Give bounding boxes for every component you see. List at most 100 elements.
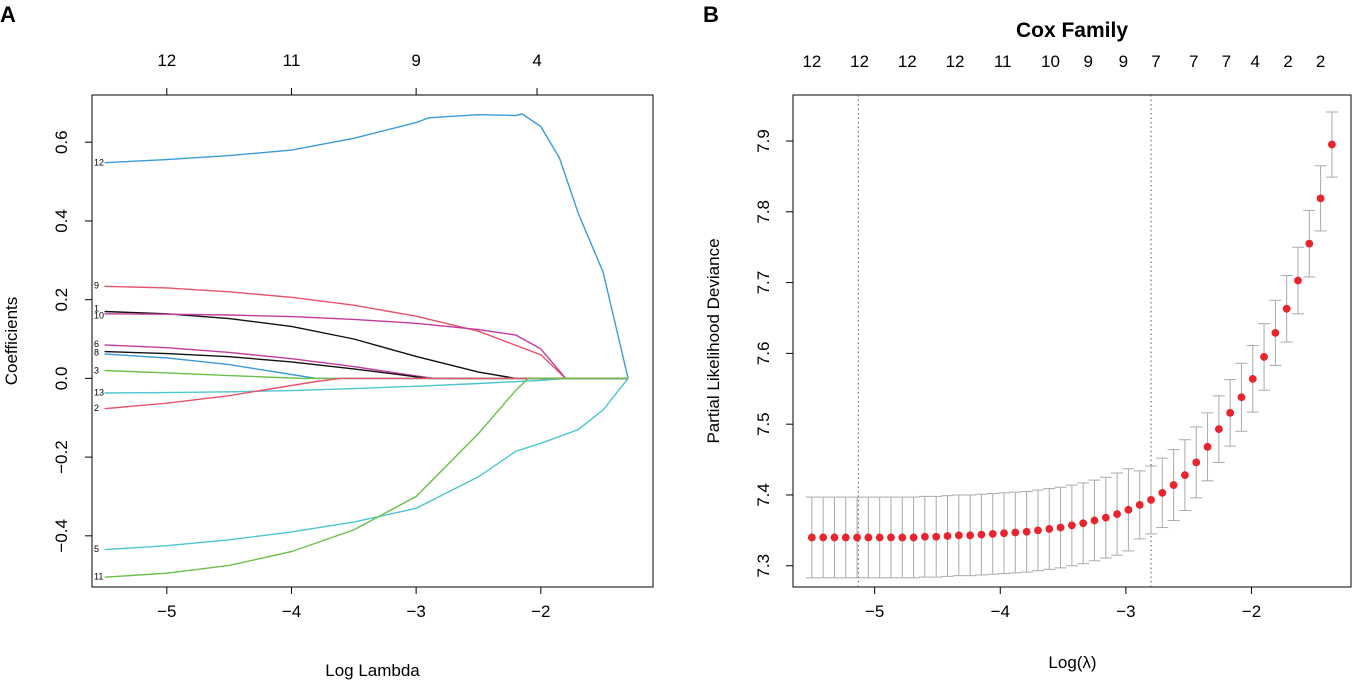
panel-a-series-lines (104, 113, 629, 578)
top-tick-label: 12 (157, 51, 176, 70)
y-tick-label: 7.5 (754, 412, 773, 436)
panel-b-error-bars (805, 111, 1338, 579)
line-label-5: 5 (94, 544, 99, 554)
deviance-point (898, 533, 907, 542)
deviance-point (1226, 408, 1235, 417)
deviance-point (932, 532, 941, 541)
deviance-point (1067, 521, 1076, 530)
deviance-point (943, 532, 952, 540)
y-tick-label: 7.3 (754, 554, 773, 578)
panel-a-x-ticks: −5 −4 −3 −2 (157, 587, 550, 621)
deviance-point (1147, 496, 1155, 504)
panel-a-line-labels: 12 9 110 68 3 13 2 5 11 (94, 158, 104, 582)
y-tick-label: 7.8 (754, 200, 773, 224)
deviance-point (1079, 519, 1088, 528)
x-tick-label: −5 (157, 602, 176, 621)
top-tick-label: 12 (850, 52, 869, 71)
y-tick-label: 7.6 (754, 342, 773, 366)
panel-b-x-axis-title: Log(λ) (1048, 653, 1096, 672)
coefficient-path-11 (104, 377, 629, 578)
deviance-point (1135, 500, 1144, 509)
y-tick-label: 7.7 (754, 271, 773, 295)
deviance-point (864, 533, 873, 542)
deviance-point (1158, 488, 1167, 497)
panel-b-chart-title: Cox Family (1016, 19, 1128, 42)
x-tick-label: −2 (1242, 602, 1261, 621)
deviance-point (1214, 425, 1223, 434)
line-label-2: 2 (94, 403, 99, 413)
panel-b-plot-frame (792, 94, 1352, 588)
deviance-point (1034, 526, 1042, 535)
top-tick-label: 11 (283, 51, 301, 70)
x-tick-label: −5 (865, 602, 884, 621)
panel-b-x-ticks: −5 −4 −3 −2 (865, 587, 1261, 621)
panel-b-points (807, 140, 1336, 542)
top-tick-label: 2 (1316, 52, 1325, 71)
coefficient-path-4 (104, 353, 629, 380)
deviance-point (909, 533, 918, 542)
top-tick-label: 12 (898, 52, 917, 71)
deviance-point (1192, 458, 1201, 467)
top-tick-label: 9 (1083, 52, 1092, 71)
deviance-point (1045, 525, 1054, 533)
deviance-point (853, 533, 861, 542)
deviance-point (841, 533, 850, 542)
deviance-point (954, 531, 963, 540)
top-tick-label: 10 (1041, 52, 1060, 71)
y-tick-label: −0.2 (52, 440, 71, 474)
line-label-1: 1 (94, 303, 99, 313)
y-tick-label: 7.9 (754, 129, 773, 153)
deviance-point (1011, 528, 1020, 537)
deviance-point (1260, 353, 1268, 361)
panel-b-top-ticks: 12 12 12 12 11 10 9 9 7 7 7 4 2 2 (802, 52, 1325, 71)
deviance-point (830, 533, 839, 542)
deviance-point (819, 533, 828, 542)
y-tick-label: 0.4 (52, 209, 71, 233)
coefficient-path-3 (104, 369, 629, 380)
panel-b-letter: B (703, 2, 719, 27)
top-tick-label: 4 (1251, 52, 1260, 71)
top-tick-label: 4 (532, 51, 541, 70)
deviance-point (1113, 510, 1121, 518)
top-tick-label: 12 (946, 52, 965, 71)
x-tick-label: −2 (531, 602, 550, 621)
coefficient-path-2 (104, 377, 629, 410)
line-label-3: 3 (94, 366, 99, 376)
deviance-point (1124, 505, 1133, 514)
deviance-point (988, 530, 997, 538)
panel-b-y-axis-title: Partial Likelihood Deviance (704, 238, 723, 443)
top-tick-label: 11 (994, 52, 1012, 71)
y-tick-label: −0.4 (52, 519, 71, 553)
panel-a-y-axis-title: Coefficients (2, 297, 21, 386)
deviance-point (1316, 194, 1325, 203)
coefficient-path-5 (104, 377, 629, 551)
deviance-point (1305, 239, 1314, 248)
x-tick-label: −4 (282, 602, 301, 621)
deviance-point (1022, 527, 1031, 536)
deviance-point (1169, 481, 1178, 489)
line-label-12: 12 (94, 158, 104, 168)
deviance-point (1090, 516, 1099, 525)
deviance-point (1203, 442, 1212, 451)
y-tick-label: 7.4 (754, 483, 773, 507)
panel-a-x-axis-title: Log Lambda (325, 661, 420, 680)
line-label-10: 10 (94, 310, 104, 320)
line-label-11: 11 (94, 571, 103, 581)
deviance-point (1237, 393, 1246, 402)
deviance-point (887, 533, 895, 542)
y-tick-label: 0.0 (52, 367, 71, 391)
line-label-6: 6 (94, 339, 99, 349)
panel-b-y-ticks: 7.3 7.4 7.5 7.6 7.7 7.8 7.9 (754, 129, 793, 578)
deviance-point (977, 530, 986, 539)
deviance-point (1294, 276, 1302, 285)
top-tick-label: 2 (1283, 52, 1292, 71)
line-label-13: 13 (94, 388, 104, 398)
coefficient-path-13 (104, 377, 629, 394)
deviance-point (1000, 529, 1008, 538)
deviance-point (1328, 140, 1336, 149)
line-label-9: 9 (94, 281, 99, 291)
top-tick-label: 9 (411, 51, 420, 70)
panel-a-coefficient-paths: 12 9 110 68 3 13 2 5 11 −5 −4 −3 −2 −0.4 −0.2 0.0 0.2 0… (2, 51, 654, 680)
top-tick-label: 7 (1151, 52, 1160, 71)
